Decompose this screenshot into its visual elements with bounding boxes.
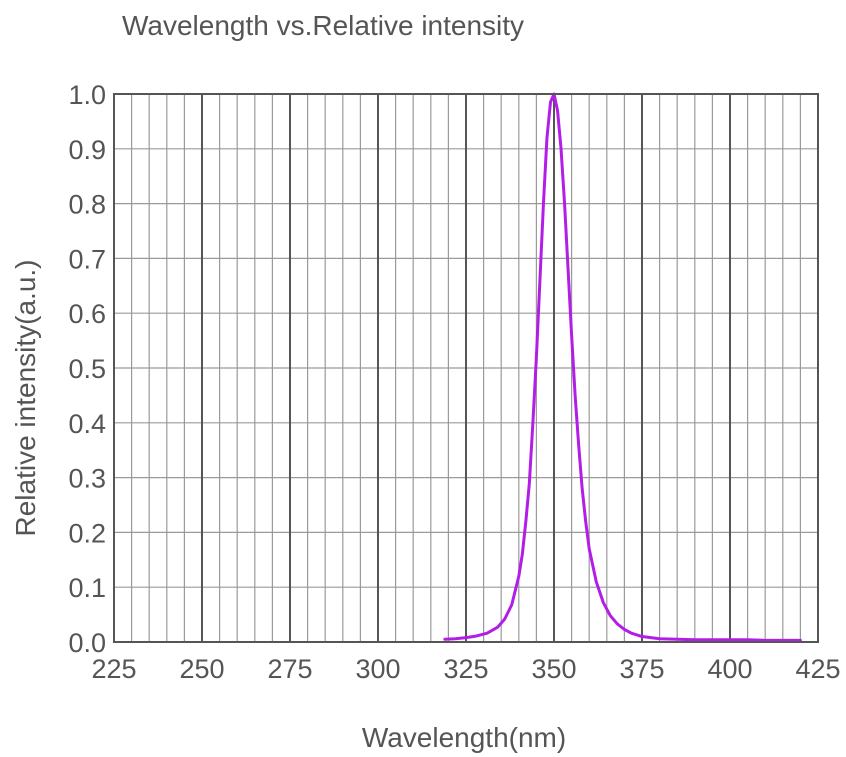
major-grid (201, 94, 731, 642)
y-tick-label: 0.3 (68, 464, 106, 494)
x-tick-label: 375 (619, 654, 664, 684)
y-tick-label: 0.9 (68, 135, 106, 165)
chart-title: Wavelength vs.Relative intensity (122, 10, 525, 41)
x-tick-label: 300 (355, 654, 400, 684)
x-tick-label: 425 (795, 654, 840, 684)
y-tick-label: 0.1 (68, 573, 106, 603)
x-tick-label: 350 (531, 654, 576, 684)
x-tick-label: 325 (443, 654, 488, 684)
x-tick-label: 275 (267, 654, 312, 684)
series-layer (443, 92, 802, 642)
x-tick-label: 400 (707, 654, 752, 684)
y-tick-labels: 0.0 0.1 0.2 0.3 0.4 0.5 0.6 0.7 0.8 0.9 1.0 (68, 80, 106, 658)
plot-frame (113, 93, 819, 643)
x-axis-label: Wavelength(nm) (361, 722, 567, 753)
y-tick-label: 0.2 (68, 518, 106, 548)
y-tick-label: 0.0 (68, 628, 106, 658)
y-tick-label: 0.4 (68, 409, 106, 439)
y-tick-label: 0.8 (68, 190, 106, 220)
x-tick-label: 225 (91, 654, 136, 684)
x-tick-labels: 225 250 275 300 325 350 375 400 425 (91, 654, 840, 684)
y-tick-label: 0.6 (68, 299, 106, 329)
series-line-0 (443, 92, 802, 642)
x-tick-label: 250 (179, 654, 224, 684)
y-tick-label: 1.0 (68, 80, 106, 110)
y-tick-label: 0.5 (68, 354, 106, 384)
minor-grid (114, 94, 818, 642)
y-tick-label: 0.7 (68, 244, 106, 274)
